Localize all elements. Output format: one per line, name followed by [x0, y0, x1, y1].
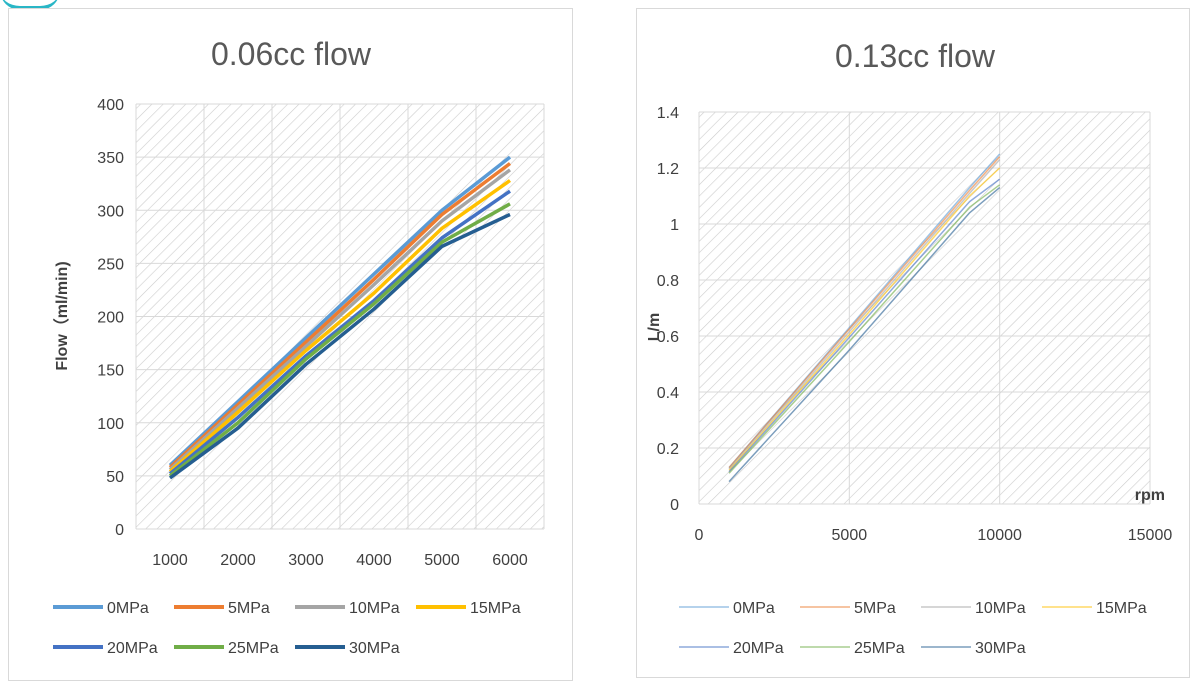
legend-label: 30MPa: [975, 640, 1026, 657]
chart-title: 0.06cc flow: [211, 36, 372, 72]
series-line-5mpa: [728, 156, 1001, 469]
y-tick-label: 1.4: [657, 105, 679, 122]
y-axis-ticks: 0 0.2 0.4 0.6 0.8 1 1.2 1.4: [657, 105, 679, 514]
x-tick-label: 6000: [492, 552, 528, 569]
x-tick-label: 4000: [356, 552, 392, 569]
y-axis-title: L/m: [646, 313, 663, 341]
legend-label: 20MPa: [733, 640, 784, 657]
y-tick-label: 0.2: [657, 441, 679, 458]
legend-label: 30MPa: [349, 640, 400, 657]
series-line-5mpa: [168, 162, 512, 469]
x-tick-label: 1000: [152, 552, 188, 569]
y-tick-label: 0.6: [657, 329, 679, 346]
y-tick-label: 0: [670, 497, 679, 514]
x-axis-ticks: 0 5000 10000 15000: [695, 527, 1173, 544]
legend-label: 15MPa: [470, 600, 521, 617]
gridlines: [698, 111, 1151, 505]
x-axis-ticks: 1000 2000 3000 4000 5000 6000: [152, 552, 528, 569]
series-line-30mpa: [168, 212, 511, 480]
series-line-25mpa: [168, 202, 511, 478]
chart-013cc-flow: 0.13cc flow 0 0.2 0.4 0.6 0.8 1 1.2 1.4 0 5000 10…: [646, 38, 1173, 657]
legend-label: 25MPa: [228, 640, 279, 657]
series-line-10mpa: [728, 159, 1001, 470]
series-line-0mpa: [168, 155, 512, 467]
plot-area-hatch: [699, 112, 1150, 504]
x-tick-label: 3000: [288, 552, 324, 569]
legend-label: 20MPa: [107, 640, 158, 657]
chart-panel-006cc: 0.06cc flow 0 50 100 150 200 250 300 350 400 100…: [8, 8, 573, 681]
series-line-25mpa: [728, 184, 1001, 474]
chart-panel-013cc: 0.13cc flow 0 0.2 0.4 0.6 0.8 1 1.2 1.4 0 5000 10…: [636, 8, 1190, 678]
series-line-15mpa: [168, 179, 512, 473]
x-tick-label: 10000: [977, 527, 1022, 544]
y-axis-title: Flow（ml/min): [53, 261, 71, 370]
series-lines: [168, 155, 512, 480]
series-line-20mpa: [728, 178, 1001, 473]
y-tick-label: 250: [97, 256, 124, 273]
series-line-30mpa: [728, 187, 1001, 483]
gridlines: [135, 103, 545, 530]
legend-label: 25MPa: [854, 640, 905, 657]
legend-label: 5MPa: [228, 600, 270, 617]
series-line-20mpa: [168, 189, 511, 476]
y-tick-label: 1: [670, 217, 679, 234]
x-tick-label: 5000: [424, 552, 460, 569]
y-tick-label: 200: [97, 310, 124, 327]
y-tick-label: 400: [97, 97, 124, 114]
y-tick-label: 0.8: [657, 273, 679, 290]
chart-006cc-flow: 0.06cc flow 0 50 100 150 200 250 300 350 400 100…: [53, 36, 545, 657]
series-line-15mpa: [728, 167, 1001, 471]
x-tick-label: 2000: [220, 552, 256, 569]
legend: 0MPa 5MPa 10MPa 15MPa 20MPa 25MPa 30MPa: [679, 600, 1147, 657]
series-line-10mpa: [168, 168, 512, 471]
y-tick-label: 50: [106, 469, 124, 486]
y-tick-label: 350: [97, 150, 124, 167]
legend-label: 0MPa: [107, 600, 149, 617]
chart-title: 0.13cc flow: [835, 38, 996, 74]
legend-label: 15MPa: [1096, 600, 1147, 617]
legend-label: 10MPa: [975, 600, 1026, 617]
legend: 0MPa 5MPa 10MPa 15MPa 20MPa 25MPa 30MPa: [53, 600, 521, 657]
x-axis-title: rpm: [1135, 487, 1165, 504]
y-tick-label: 0: [115, 522, 124, 539]
legend-label: 10MPa: [349, 600, 400, 617]
y-axis-ticks: 0 50 100 150 200 250 300 350 400: [97, 97, 124, 539]
x-tick-label: 5000: [832, 527, 868, 544]
x-tick-label: 0: [695, 527, 704, 544]
legend-label: 5MPa: [854, 600, 896, 617]
y-tick-label: 1.2: [657, 161, 679, 178]
y-tick-label: 100: [97, 416, 124, 433]
legend-label: 0MPa: [733, 600, 775, 617]
x-tick-label: 15000: [1128, 527, 1173, 544]
y-tick-label: 150: [97, 363, 124, 380]
y-tick-label: 0.4: [657, 385, 679, 402]
y-tick-label: 300: [97, 203, 124, 220]
series-lines: [728, 153, 1001, 483]
